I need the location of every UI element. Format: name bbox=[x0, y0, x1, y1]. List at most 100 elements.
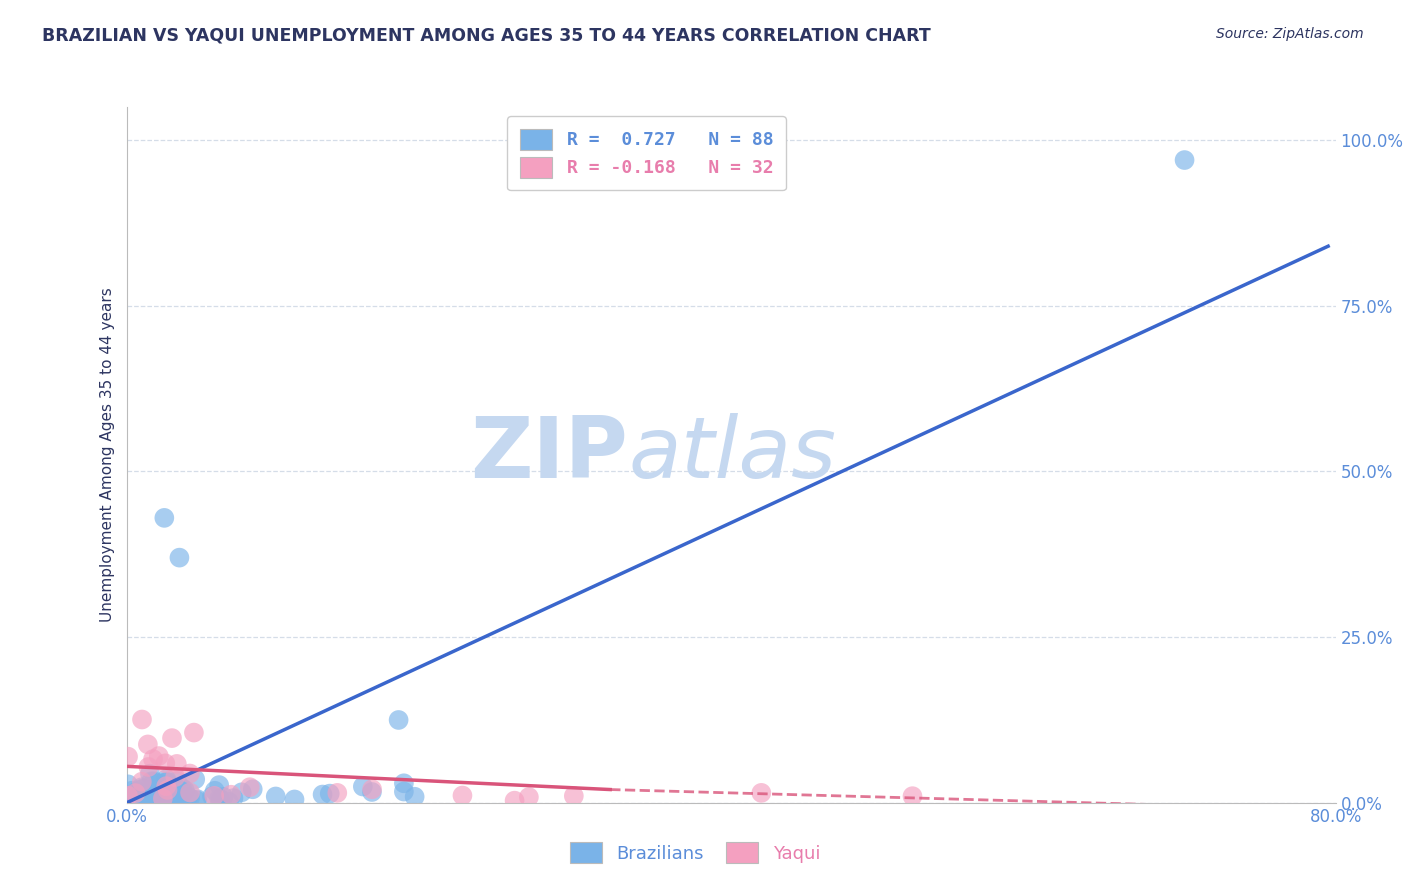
Point bbox=[134, 795, 156, 809]
Text: Source: ZipAtlas.com: Source: ZipAtlas.com bbox=[1216, 27, 1364, 41]
Point bbox=[131, 782, 153, 797]
Point bbox=[451, 789, 474, 803]
Point bbox=[121, 783, 143, 797]
Point bbox=[166, 774, 188, 789]
Point bbox=[901, 789, 924, 804]
Point bbox=[145, 783, 167, 797]
Point bbox=[155, 772, 177, 786]
Point bbox=[231, 785, 253, 799]
Point bbox=[117, 789, 139, 803]
Point bbox=[155, 779, 177, 793]
Point bbox=[165, 792, 187, 806]
Point bbox=[131, 781, 153, 796]
Point bbox=[153, 511, 176, 525]
Point bbox=[392, 784, 415, 798]
Point bbox=[184, 772, 207, 787]
Point bbox=[751, 786, 773, 800]
Point bbox=[361, 782, 384, 797]
Point bbox=[155, 775, 177, 789]
Point bbox=[139, 766, 162, 780]
Point bbox=[150, 788, 173, 802]
Point bbox=[149, 794, 172, 808]
Point bbox=[148, 776, 170, 790]
Point bbox=[142, 752, 165, 766]
Point bbox=[388, 713, 411, 727]
Point bbox=[148, 749, 170, 764]
Point bbox=[239, 780, 262, 795]
Point bbox=[201, 789, 224, 804]
Point bbox=[166, 792, 188, 806]
Point bbox=[152, 791, 174, 805]
Point bbox=[404, 789, 426, 804]
Point bbox=[167, 780, 190, 795]
Point bbox=[146, 793, 169, 807]
Point bbox=[131, 774, 153, 789]
Point bbox=[139, 782, 162, 797]
Point bbox=[186, 792, 208, 806]
Point bbox=[152, 786, 174, 800]
Text: BRAZILIAN VS YAQUI UNEMPLOYMENT AMONG AGES 35 TO 44 YEARS CORRELATION CHART: BRAZILIAN VS YAQUI UNEMPLOYMENT AMONG AG… bbox=[42, 27, 931, 45]
Point bbox=[264, 789, 287, 804]
Point bbox=[125, 784, 148, 798]
Point bbox=[155, 756, 177, 771]
Point bbox=[146, 784, 169, 798]
Point bbox=[326, 786, 349, 800]
Point bbox=[204, 784, 226, 798]
Point bbox=[141, 774, 163, 789]
Point bbox=[129, 791, 152, 805]
Point bbox=[517, 790, 540, 805]
Point bbox=[173, 783, 195, 797]
Point bbox=[160, 731, 183, 745]
Point bbox=[153, 794, 176, 808]
Point bbox=[172, 785, 194, 799]
Point bbox=[117, 777, 139, 791]
Point bbox=[143, 785, 166, 799]
Point bbox=[202, 789, 225, 803]
Point bbox=[128, 788, 150, 802]
Point bbox=[160, 785, 183, 799]
Point bbox=[156, 775, 179, 789]
Point bbox=[131, 780, 153, 795]
Point bbox=[283, 792, 305, 806]
Point bbox=[152, 790, 174, 805]
Point bbox=[136, 790, 159, 805]
Point bbox=[167, 795, 190, 809]
Text: atlas: atlas bbox=[628, 413, 837, 497]
Point bbox=[503, 794, 526, 808]
Point bbox=[139, 790, 162, 805]
Point bbox=[222, 791, 245, 805]
Point bbox=[208, 778, 231, 792]
Point bbox=[169, 550, 191, 565]
Point bbox=[361, 785, 384, 799]
Point bbox=[218, 795, 240, 809]
Point bbox=[163, 782, 186, 797]
Point bbox=[143, 774, 166, 789]
Y-axis label: Unemployment Among Ages 35 to 44 years: Unemployment Among Ages 35 to 44 years bbox=[100, 287, 115, 623]
Point bbox=[163, 792, 186, 806]
Legend: Brazilians, Yaqui: Brazilians, Yaqui bbox=[562, 835, 827, 871]
Text: ZIP: ZIP bbox=[471, 413, 628, 497]
Point bbox=[208, 791, 231, 805]
Point bbox=[242, 782, 264, 797]
Point bbox=[172, 780, 194, 795]
Point bbox=[156, 788, 179, 802]
Point bbox=[149, 788, 172, 802]
Point bbox=[124, 786, 146, 800]
Point bbox=[179, 791, 201, 805]
Point bbox=[160, 790, 183, 805]
Point bbox=[179, 766, 201, 780]
Point bbox=[169, 793, 191, 807]
Point bbox=[136, 738, 159, 752]
Point bbox=[183, 725, 205, 739]
Point bbox=[209, 792, 232, 806]
Point bbox=[212, 789, 235, 804]
Point bbox=[138, 760, 160, 774]
Point bbox=[131, 713, 153, 727]
Point bbox=[352, 780, 374, 794]
Point bbox=[141, 794, 163, 808]
Point bbox=[392, 776, 415, 790]
Point bbox=[179, 785, 201, 799]
Point bbox=[311, 788, 333, 802]
Point bbox=[1173, 153, 1195, 167]
Point bbox=[122, 794, 145, 808]
